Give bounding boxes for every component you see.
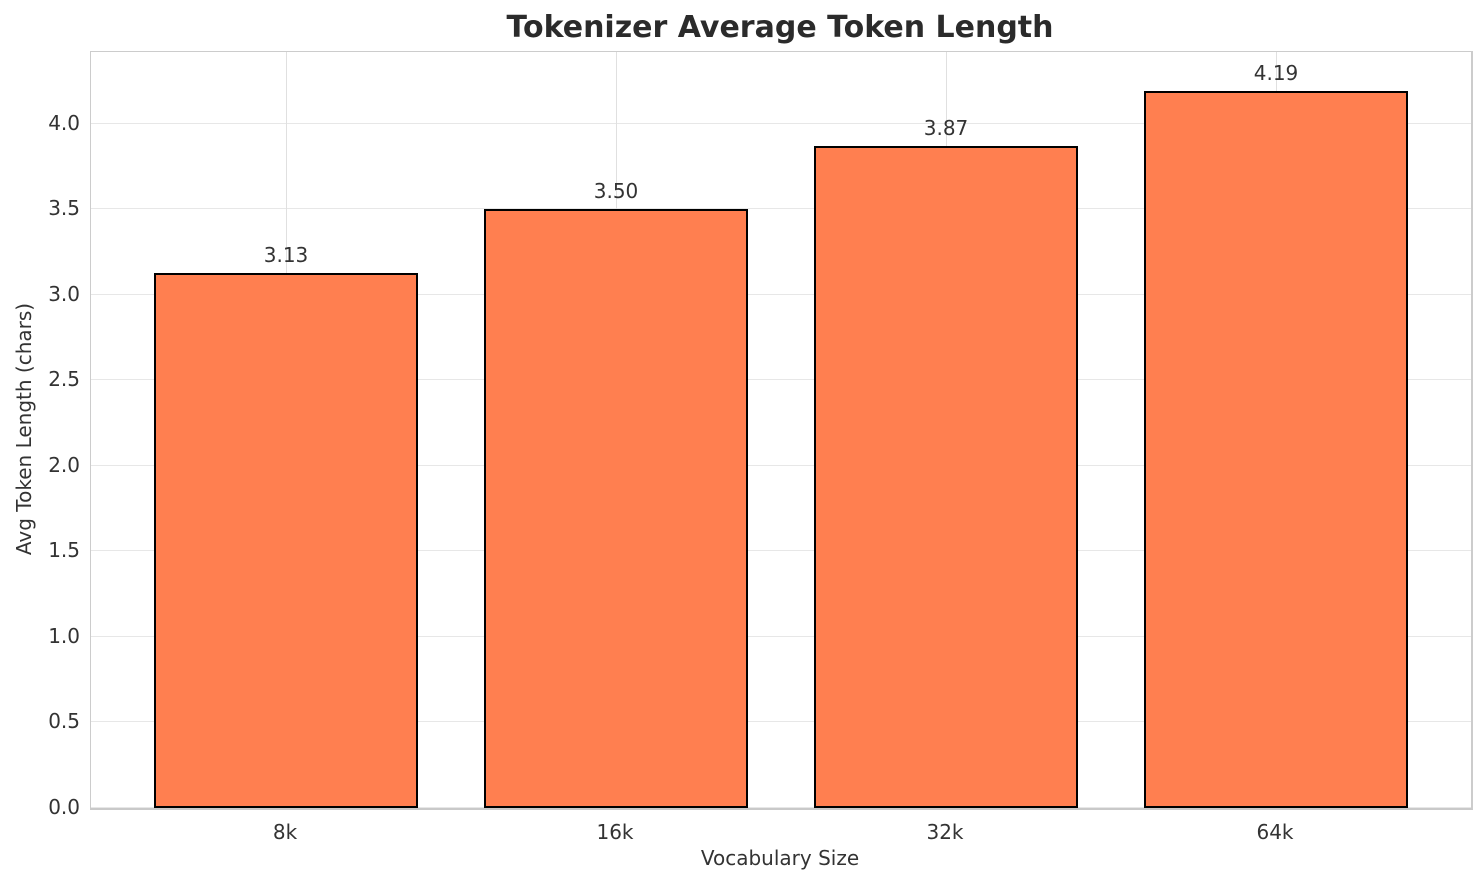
y-tick-label: 0.5: [48, 709, 80, 734]
x-tick-label-16k: 16k: [596, 820, 634, 844]
y-tick-label: 4.0: [48, 110, 80, 135]
y-tick-label: 3.5: [48, 196, 80, 221]
bar-64k: [1144, 91, 1408, 808]
gridline-horizontal: [91, 635, 1471, 637]
bar-value-label: 4.19: [1253, 61, 1299, 85]
x-axis-label: Vocabulary Size: [700, 846, 860, 870]
bar-value-label: 3.87: [923, 116, 969, 140]
y-tick-label: 0.0: [48, 795, 80, 819]
y-tick-label: 1.5: [48, 538, 80, 563]
bar-8k: [154, 273, 418, 808]
gridline-horizontal: [91, 293, 1471, 295]
bar-value-label: 3.13: [263, 243, 309, 267]
x-tick-label-32k: 32k: [926, 820, 964, 844]
gridline-horizontal: [91, 208, 1471, 210]
plot-area: 3.13 3.50 3.87 4.19: [90, 51, 1473, 810]
x-tick-label-8k: 8k: [272, 820, 298, 844]
gridline-horizontal: [91, 464, 1471, 466]
gridline-horizontal: [91, 807, 1471, 808]
bar-32k: [814, 146, 1078, 808]
y-tick-label: 2.5: [48, 367, 80, 392]
gridline-horizontal: [91, 122, 1471, 124]
y-tick-label: 1.0: [48, 623, 80, 648]
bar-value-label: 3.50: [593, 179, 639, 203]
gridline-horizontal: [91, 721, 1471, 723]
gridline-horizontal: [91, 550, 1471, 552]
gridline-horizontal: [91, 379, 1471, 381]
y-tick-label: 3.0: [48, 281, 80, 306]
chart-title: Tokenizer Average Token Length: [506, 10, 1054, 45]
x-tick-label-64k: 64k: [1256, 820, 1294, 844]
bar-16k: [484, 209, 748, 808]
y-tick-label: 2.0: [48, 452, 80, 477]
y-axis-label: Avg Token Length (chars): [12, 302, 36, 556]
